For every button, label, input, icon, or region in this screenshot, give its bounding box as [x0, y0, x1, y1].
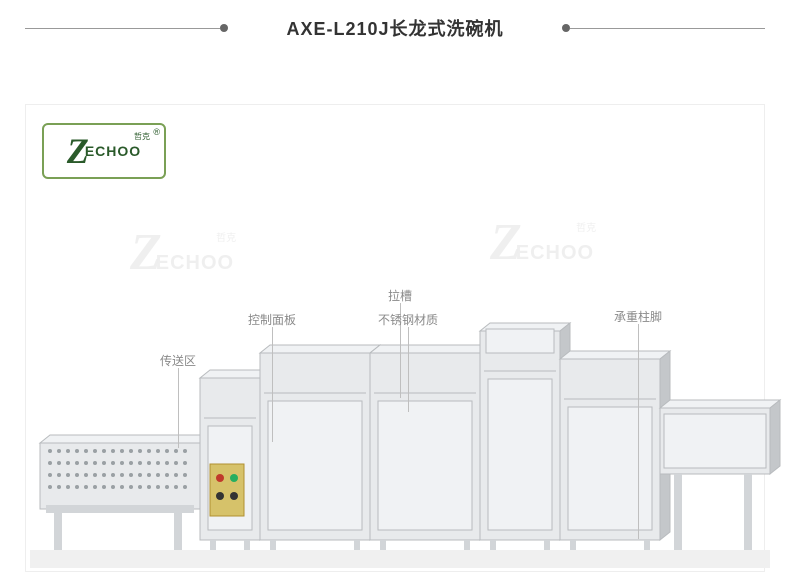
callout-control: 控制面板: [248, 311, 296, 328]
diagram-canvas: Z ECHOO 哲克 ® ZECHOO哲克ZECHOO哲克ZECHOO哲克ZEC…: [0, 68, 790, 578]
callout-conveyor: 传送区: [160, 352, 196, 369]
callout-slot: 拉槽: [388, 287, 412, 304]
page-title: AXE-L210J长龙式洗碗机: [286, 15, 503, 41]
header-dot-right: [562, 24, 570, 32]
callout-steel: 不锈钢材质: [378, 311, 438, 328]
header-rule-right: [570, 28, 765, 29]
leader-control: [272, 327, 273, 442]
leader-steel: [408, 327, 409, 412]
header-dot-left: [220, 24, 228, 32]
callout-legs: 承重柱脚: [614, 308, 662, 325]
header-rule-left: [25, 28, 220, 29]
leader-legs: [638, 324, 639, 539]
leader-conveyor: [178, 368, 179, 448]
